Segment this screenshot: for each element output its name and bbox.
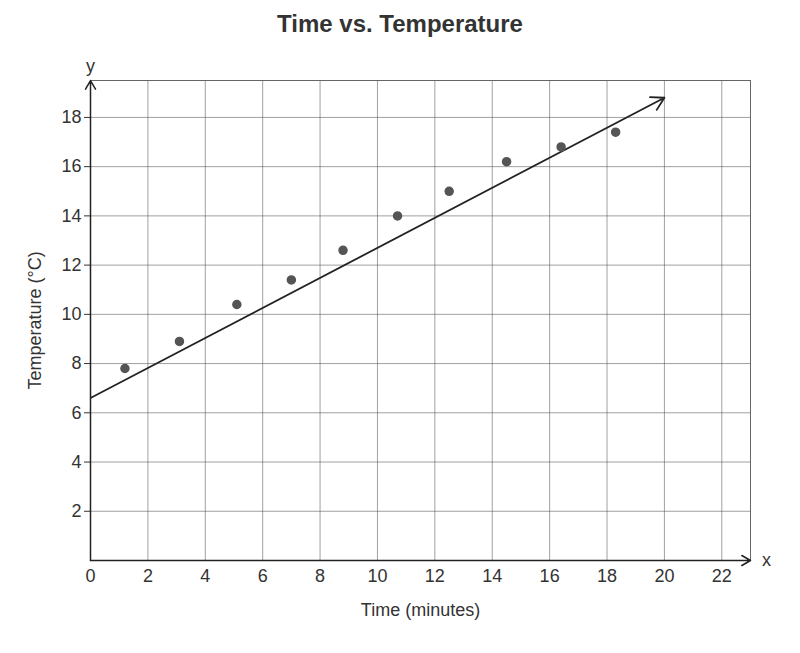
svg-text:6: 6: [258, 566, 268, 586]
svg-text:10: 10: [61, 304, 81, 324]
svg-text:18: 18: [61, 107, 81, 127]
svg-text:4: 4: [71, 452, 81, 472]
svg-text:2: 2: [71, 501, 81, 521]
svg-text:20: 20: [654, 566, 674, 586]
svg-text:2: 2: [143, 566, 153, 586]
svg-text:22: 22: [712, 566, 732, 586]
svg-text:10: 10: [367, 566, 387, 586]
svg-text:Temperature (°C): Temperature (°C): [25, 251, 45, 389]
svg-text:x: x: [762, 550, 771, 570]
svg-text:8: 8: [71, 353, 81, 373]
svg-text:16: 16: [61, 156, 81, 176]
svg-text:12: 12: [425, 566, 445, 586]
svg-text:16: 16: [540, 566, 560, 586]
svg-text:18: 18: [597, 566, 617, 586]
svg-text:14: 14: [61, 206, 81, 226]
svg-text:0: 0: [85, 566, 95, 586]
svg-text:Time (minutes): Time (minutes): [361, 600, 480, 620]
svg-text:y: y: [86, 56, 95, 76]
svg-text:12: 12: [61, 255, 81, 275]
svg-text:8: 8: [315, 566, 325, 586]
html-text:Time vs. Temperature: Time vs. Temperature: [277, 10, 523, 37]
svg-text:4: 4: [200, 566, 210, 586]
svg-text:14: 14: [482, 566, 502, 586]
svg-text:6: 6: [71, 403, 81, 423]
